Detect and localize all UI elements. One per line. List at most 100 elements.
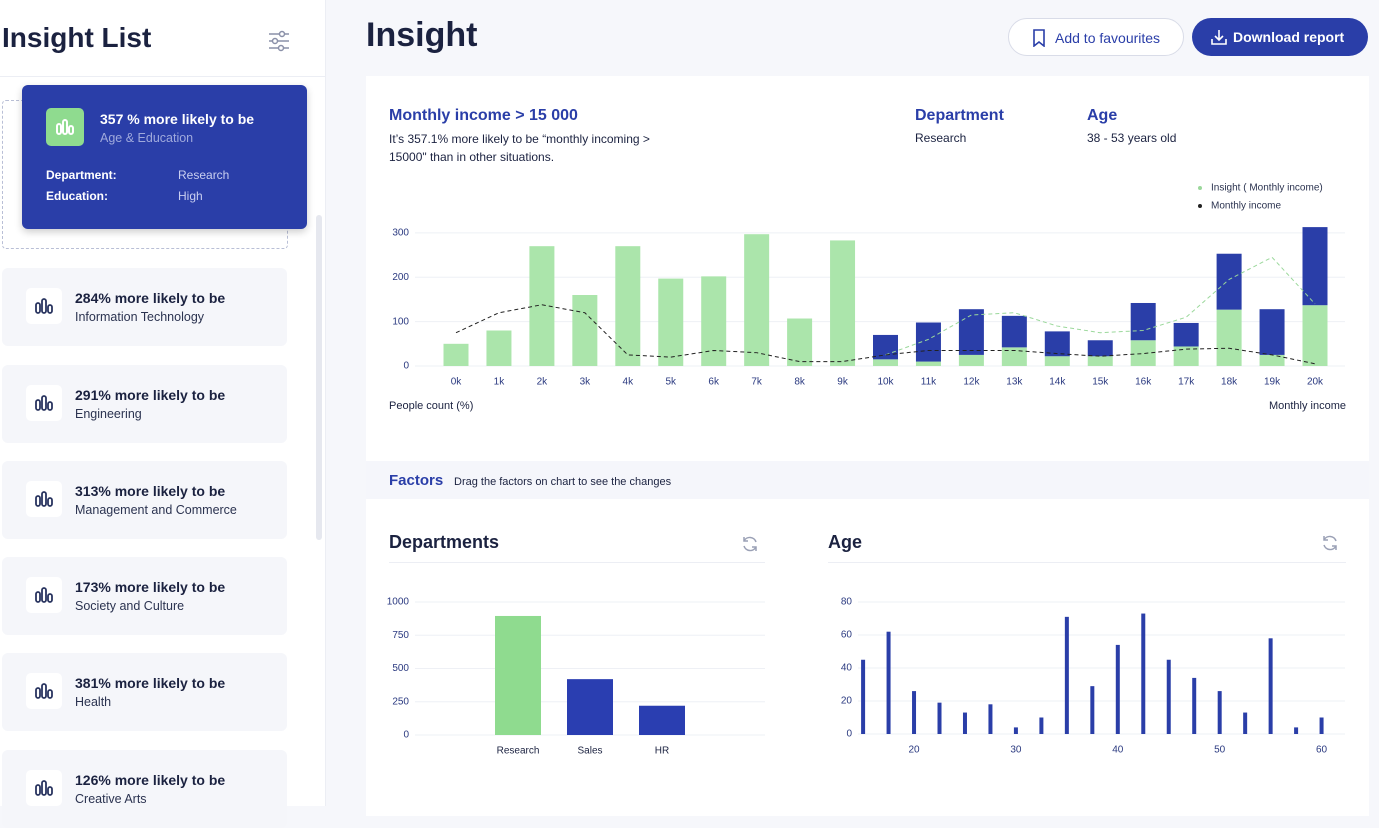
x-tick-label: 3k (580, 377, 592, 388)
insight-card[interactable]: 313% more likely to be Management and Com… (2, 461, 287, 539)
card-icon (26, 385, 62, 421)
card-title: 284% more likely to be (75, 290, 226, 306)
bar (1141, 613, 1146, 734)
card-title: 381% more likely to be (75, 675, 226, 691)
bar (1044, 331, 1070, 357)
bar (1319, 717, 1324, 734)
bar (701, 276, 727, 366)
x-tick-label: 30 (1010, 745, 1022, 756)
bar (1259, 354, 1285, 366)
field-value: Research (178, 168, 230, 182)
factors-hint: Drag the factors on chart to see the cha… (454, 476, 672, 488)
card-icon (26, 481, 62, 517)
bar (958, 354, 984, 366)
bar (958, 309, 984, 355)
detail-value: Research (915, 131, 967, 145)
x-tick-label: Sales (577, 746, 602, 757)
button-label: Add to favourites (1055, 30, 1161, 46)
x-tick-label: 60 (1316, 745, 1328, 756)
page-title: Insight (366, 16, 478, 54)
bar (1259, 309, 1285, 355)
bar (1302, 227, 1328, 306)
bar (988, 704, 993, 734)
card-icon (26, 577, 62, 613)
x-tick-label: 12k (963, 377, 980, 388)
bar (495, 615, 541, 735)
card-subtitle: Information Technology (75, 310, 205, 324)
bar (1173, 322, 1199, 347)
x-tick-label: HR (655, 746, 669, 757)
x-tick-label: 17k (1178, 377, 1195, 388)
bar (1173, 346, 1199, 366)
y-tick-label: 40 (841, 663, 853, 674)
x-axis-label: Monthly income (1269, 400, 1346, 412)
x-tick-label: 18k (1221, 377, 1238, 388)
bar (912, 691, 917, 734)
x-tick-label: 4k (623, 377, 635, 388)
bar (1013, 727, 1018, 734)
y-tick-label: 200 (392, 272, 409, 283)
x-tick-label: 2k (537, 377, 549, 388)
bar (1166, 659, 1171, 734)
card-subtitle: Management and Commerce (75, 503, 237, 517)
legend-label: Monthly income (1211, 201, 1281, 212)
card-title: 173% more likely to be (75, 579, 226, 595)
bar (1044, 356, 1070, 366)
insight-card[interactable]: 381% more likely to be Health (2, 653, 287, 731)
filter-icon[interactable] (266, 28, 292, 54)
sidebar: Insight List 357 % more likely to be Age… (0, 0, 326, 828)
bar (639, 705, 685, 735)
insight-card[interactable]: 284% more likely to be Information Techno… (2, 268, 287, 346)
y-tick-label: 250 (392, 696, 409, 707)
scrollbar[interactable] (316, 215, 322, 540)
refresh-icon[interactable] (740, 534, 760, 554)
x-tick-label: 7k (751, 377, 763, 388)
y-axis-label: People count (%) (389, 400, 473, 412)
x-tick-label: 5k (665, 377, 677, 388)
insight-description: It’s 357.1% more likely to be “monthly i… (389, 132, 650, 164)
bar (1294, 727, 1299, 734)
field-label: Department: (46, 168, 117, 182)
bar (861, 659, 866, 734)
legend-dot (1198, 186, 1202, 190)
bar (1302, 305, 1328, 366)
y-tick-label: 500 (392, 663, 409, 674)
selected-card[interactable]: 357 % more likely to be Age & Education … (22, 85, 307, 229)
card-icon (26, 673, 62, 709)
x-tick-label: 15k (1092, 377, 1109, 388)
bar (486, 330, 512, 366)
detail-value: 38 - 53 years old (1087, 131, 1177, 145)
bar (572, 295, 598, 366)
x-tick-label: 16k (1135, 377, 1152, 388)
y-tick-label: 0 (846, 729, 852, 740)
card-subtitle: Engineering (75, 407, 142, 421)
refresh-icon[interactable] (1320, 533, 1340, 553)
insight-card[interactable]: 173% more likely to be Society and Cultur… (2, 557, 287, 635)
x-tick-label: 20k (1307, 377, 1324, 388)
x-tick-label: 19k (1264, 377, 1281, 388)
x-tick-label: 11k (921, 377, 937, 388)
card-icon (26, 770, 62, 806)
x-tick-label: 0k (451, 377, 463, 388)
y-tick-label: 1000 (387, 597, 410, 608)
bar (1087, 356, 1113, 366)
bar (1216, 309, 1242, 366)
favourite-button[interactable]: Add to favourites (1008, 18, 1184, 56)
selected-title: 357 % more likely to be (100, 111, 255, 127)
y-tick-label: 0 (403, 730, 409, 741)
card-title: 291% more likely to be (75, 387, 226, 403)
download-button[interactable]: Download report (1192, 18, 1368, 56)
x-tick-label: Research (497, 746, 540, 757)
legend-label: Insight ( Monthly income) (1211, 183, 1323, 194)
detail-label: Department (915, 107, 1004, 124)
bar (962, 712, 967, 734)
bar (1243, 712, 1248, 734)
insight-card[interactable]: 291% more likely to be Engineering (2, 365, 287, 443)
factors-title: Factors (389, 472, 444, 489)
card-subtitle: Health (75, 695, 112, 709)
bar (886, 631, 891, 734)
x-tick-label: 14k (1049, 377, 1066, 388)
card-subtitle: Society and Culture (75, 599, 185, 613)
bar (1001, 347, 1027, 366)
field-label: Education: (46, 189, 108, 203)
